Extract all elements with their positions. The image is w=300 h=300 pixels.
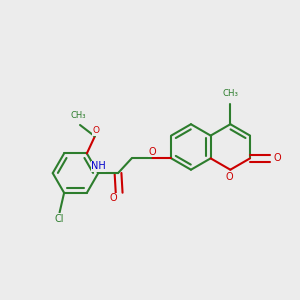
Text: O: O [92, 126, 99, 135]
Text: O: O [110, 194, 118, 203]
Text: O: O [148, 147, 156, 157]
Text: CH₃: CH₃ [71, 110, 86, 119]
Text: O: O [273, 153, 281, 163]
Text: NH: NH [91, 161, 106, 172]
Text: CH₃: CH₃ [222, 89, 238, 98]
Text: O: O [226, 172, 233, 182]
Text: Cl: Cl [54, 214, 64, 224]
